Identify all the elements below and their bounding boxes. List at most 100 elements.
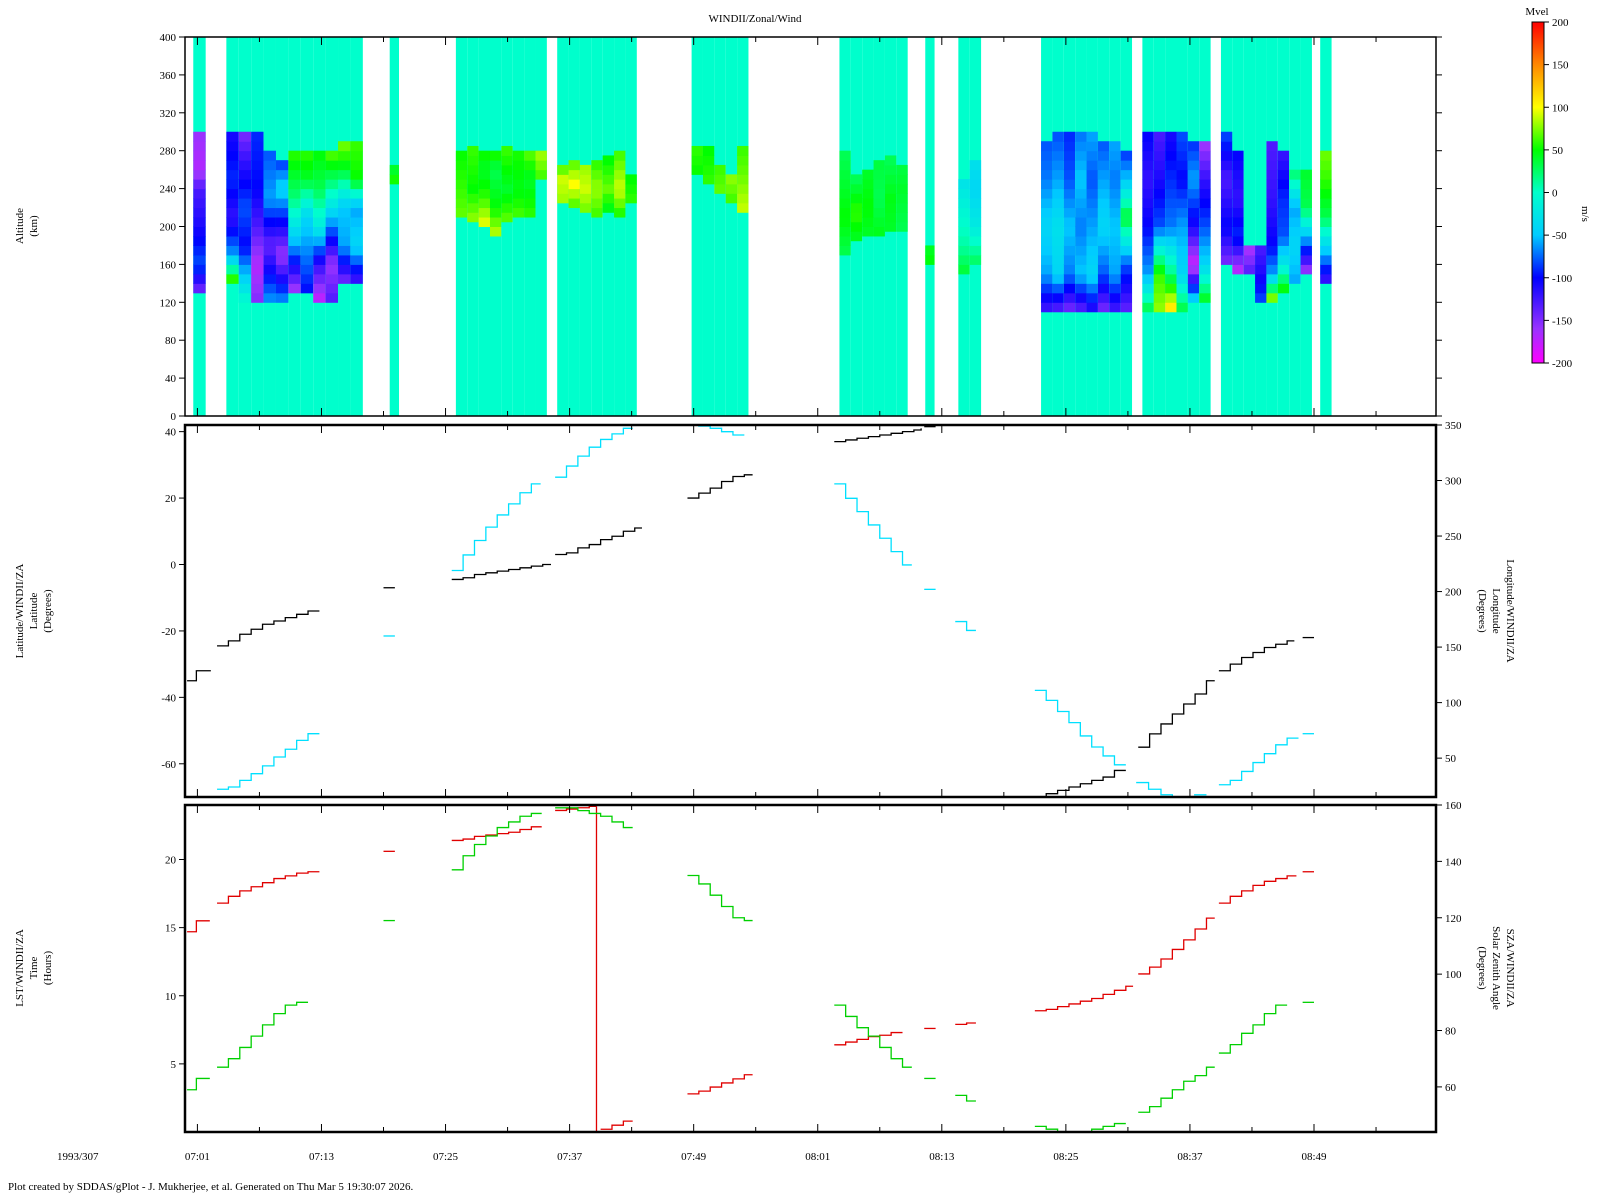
heatmap-cell: [193, 141, 206, 152]
heatmap-cell: [1153, 131, 1166, 142]
heatmap-cell: [288, 283, 301, 294]
heatmap-cell: [1176, 188, 1188, 199]
lst-sza-series-2-segment-6: [834, 1004, 912, 1068]
heatmap-cell: [251, 160, 264, 171]
heatmap-cell: [1243, 264, 1256, 275]
heatmap-cell: [1086, 302, 1098, 313]
heatmap-cell: [1109, 235, 1121, 246]
heatmap-column-53: [1165, 37, 1177, 416]
heatmap-column-38: [884, 37, 897, 416]
heatmap-cell: [1120, 198, 1133, 209]
heatmap-cell: [839, 150, 851, 161]
heatmap-cell: [1142, 198, 1154, 209]
heatmap-cell: [1199, 235, 1211, 246]
heatmap-cell: [489, 179, 502, 190]
heatmap-cell: [1052, 217, 1064, 227]
heatmap-cell: [1187, 292, 1200, 303]
heatmap-cell: [873, 179, 885, 190]
heatmap-cell: [1320, 226, 1332, 237]
heatmap-cell: [1220, 198, 1233, 209]
heatmap-cell: [478, 179, 490, 190]
heatmap-cell: [193, 169, 206, 180]
latitude-tick-label: 40: [165, 427, 177, 439]
altitude-tick-label: 280: [160, 146, 177, 158]
heatmap-cell: [325, 169, 339, 180]
heatmap-cell: [1232, 245, 1244, 256]
heatmap-cell: [1289, 188, 1301, 199]
latlon-series-0-segment-5: [687, 474, 753, 499]
heatmap-cell: [300, 169, 314, 180]
heatmap-fill-cell: [602, 37, 615, 416]
heatmap-cell: [1199, 226, 1211, 237]
heatmap-cell: [1176, 160, 1188, 171]
heatmap-cell: [524, 160, 536, 171]
heatmap-cell: [1052, 179, 1064, 190]
heatmap-cell: [251, 254, 264, 265]
heatmap-cell: [1109, 207, 1121, 218]
heatmap-cell: [1075, 188, 1087, 199]
heatmap-cell: [1142, 226, 1154, 237]
heatmap-cell: [1097, 160, 1110, 171]
heatmap-cell: [1199, 141, 1211, 152]
heatmap-cell: [1266, 188, 1278, 199]
heatmap-cell: [325, 292, 339, 303]
heatmap-cell: [1289, 273, 1301, 284]
heatmap-cell: [896, 221, 908, 232]
latlon-series-2-segment-1: [217, 733, 320, 790]
heatmap-cell: [263, 254, 276, 265]
heatmap-cell: [1052, 292, 1064, 303]
heatmap-cell: [288, 169, 301, 180]
longitude-tick-label: 150: [1445, 642, 1462, 654]
heatmap-cell: [702, 164, 715, 175]
heatmap-cell: [1300, 198, 1312, 209]
heatmap-cell: [489, 150, 502, 161]
heatmap-cell: [1063, 207, 1076, 218]
colorbar-gradient: [1531, 21, 1545, 364]
heatmap-cell: [313, 207, 326, 218]
heatmap-cell: [1109, 150, 1121, 161]
heatmap-cell: [625, 174, 637, 185]
heatmap-column-50: [1120, 37, 1133, 416]
heatmap-cell: [602, 193, 615, 204]
heatmap-cell: [1300, 264, 1312, 275]
heatmap-cell: [288, 160, 301, 171]
latlon-series-2-segment-12: [1218, 737, 1299, 786]
sza-tick-label: 120: [1445, 913, 1462, 925]
altitude-tick-label: 160: [160, 259, 177, 271]
heatmap-cell: [737, 174, 749, 185]
heatmap-cell: [300, 160, 314, 171]
heatmap-cell: [884, 174, 897, 185]
heatmap-cell: [467, 212, 479, 223]
heatmap-cell: [238, 226, 252, 237]
heatmap-cell: [1300, 226, 1312, 237]
heatmap-cell: [1199, 169, 1211, 180]
heatmap-cell: [1075, 179, 1087, 190]
heatmap-cell: [251, 235, 264, 246]
heatmap-cell: [614, 150, 626, 161]
heatmap-cell: [1176, 245, 1188, 256]
heatmap-cell: [1097, 217, 1110, 227]
heatmap-cell: [338, 150, 351, 161]
heatmap-cell: [1165, 179, 1177, 190]
heatmap-cell: [839, 226, 851, 237]
heatmap-cell: [1097, 141, 1110, 152]
heatmap-cell: [737, 164, 749, 175]
heatmap-cell: [193, 160, 206, 171]
heatmap-cell: [1320, 207, 1332, 218]
heatmap-cell: [300, 254, 314, 265]
time-tick-label: 07:13: [309, 1151, 335, 1163]
heatmap-cell: [1075, 141, 1087, 152]
heatmap-cell: [1187, 283, 1200, 294]
heatmap-column-34: [839, 37, 851, 416]
heatmap-cell: [512, 188, 525, 199]
heatmap-cell: [1220, 160, 1233, 171]
heatmap-cell: [263, 292, 276, 303]
heatmap-cell: [263, 245, 276, 256]
heatmap-cell: [238, 292, 252, 303]
heatmap-cell: [1097, 198, 1110, 209]
heatmap-column-39: [896, 37, 908, 416]
heatmap-cell: [862, 217, 874, 227]
heatmap-cell: [1165, 217, 1177, 227]
heatmap-cell: [969, 226, 982, 237]
